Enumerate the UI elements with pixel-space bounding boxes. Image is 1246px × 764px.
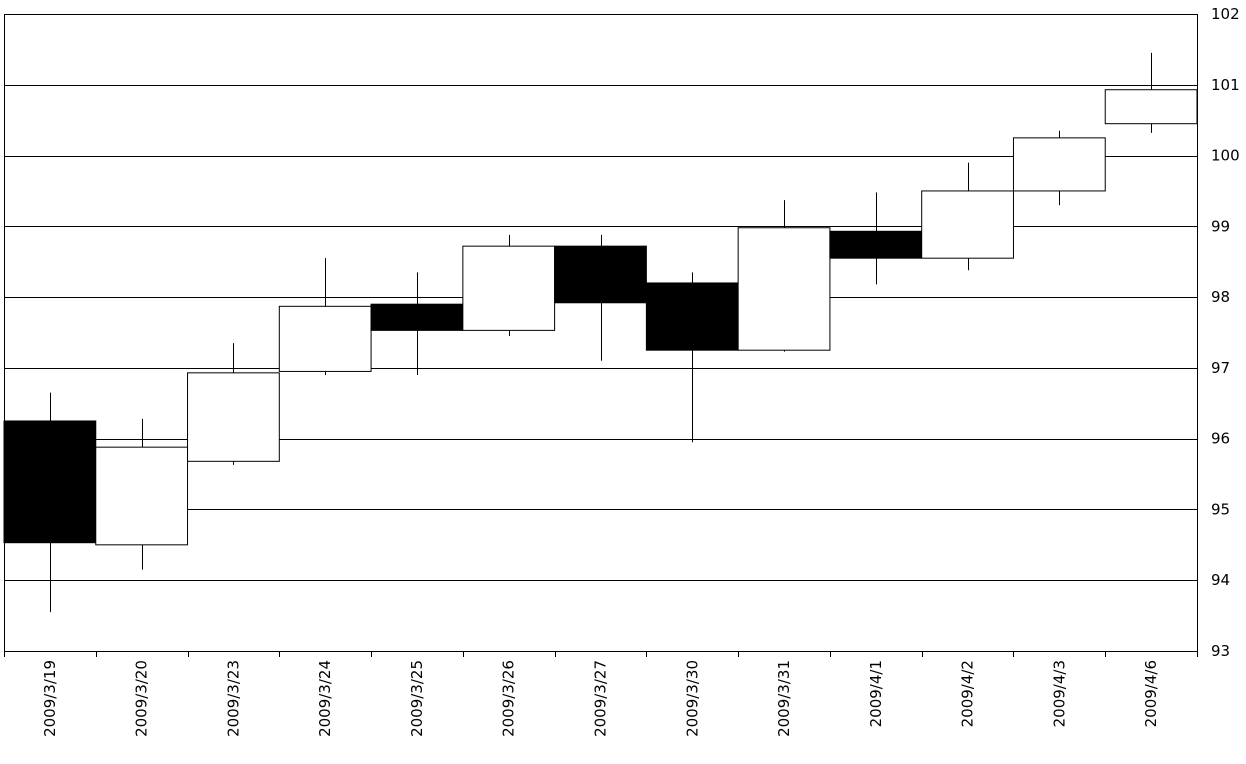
candle-body-down — [3, 420, 97, 544]
x-tick-labels: 2009/3/19 2009/3/20 2009/3/23 2009/3/24 2009… — [41, 660, 1160, 737]
candle-body-down — [554, 245, 647, 304]
y-tick-label: 98 — [1211, 288, 1230, 306]
y-tick-label: 99 — [1211, 217, 1230, 235]
y-tick-label: 100 — [1211, 147, 1240, 165]
candle-body-down — [370, 303, 464, 331]
candle-body-up — [1104, 89, 1198, 125]
plot-area-border — [4, 14, 1198, 652]
y-tick-label: 101 — [1211, 76, 1240, 94]
y-tick-label: 102 — [1211, 5, 1240, 23]
x-tick-label: 2009/3/19 — [41, 660, 59, 737]
y-tick-labels: 93 94 95 96 97 98 99 100 101 102 — [1211, 5, 1240, 660]
y-tick-label: 94 — [1211, 571, 1230, 589]
y-tick-label: 93 — [1211, 642, 1230, 660]
x-tick-label: 2009/3/26 — [500, 660, 518, 737]
x-tick-label: 2009/3/24 — [316, 660, 334, 737]
x-tick-label: 2009/3/30 — [683, 660, 701, 737]
candle-body-up — [278, 305, 372, 372]
x-tick-label: 2009/4/6 — [1142, 660, 1160, 727]
x-tick-label: 2009/3/31 — [775, 660, 793, 737]
candle-body-down — [645, 282, 739, 351]
y-tick-label: 95 — [1211, 500, 1230, 518]
candle-body-up — [737, 227, 831, 351]
x-tick-label: 2009/4/1 — [867, 660, 885, 727]
x-tick-label: 2009/4/2 — [959, 660, 977, 727]
x-tick-label: 2009/3/23 — [224, 660, 242, 737]
axes — [4, 14, 1198, 657]
y-tick-label: 97 — [1211, 359, 1230, 377]
grid-lines — [4, 14, 1197, 652]
x-tick-label: 2009/4/3 — [1050, 660, 1068, 727]
candle-body-up — [462, 245, 556, 331]
y-tick-label: 96 — [1211, 430, 1230, 448]
candle-body-up — [1012, 137, 1106, 192]
candle-body-down — [829, 230, 923, 259]
x-tick-label: 2009/3/25 — [408, 660, 426, 737]
candle-body-up — [95, 446, 189, 546]
x-tick-label: 2009/3/20 — [133, 660, 151, 737]
x-tick-label: 2009/3/27 — [592, 660, 610, 737]
candle-body-up — [921, 190, 1014, 259]
candle-body-up — [187, 372, 280, 462]
candles — [3, 52, 1198, 613]
